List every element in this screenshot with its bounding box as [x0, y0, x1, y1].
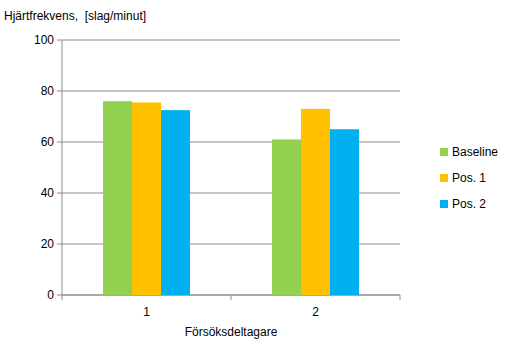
y-tick [57, 40, 62, 41]
y-tick [57, 193, 62, 194]
bar [272, 139, 301, 295]
y-tick-label: 40 [41, 186, 55, 200]
y-tick [57, 91, 62, 92]
x-tick [62, 295, 63, 300]
legend-label: Pos. 1 [452, 171, 486, 185]
bar [330, 129, 359, 295]
y-axis-title: Hjärtfrekvens, [slag/minut] [4, 9, 146, 23]
y-axis [62, 40, 63, 295]
x-tick-label: 1 [143, 305, 150, 319]
bar [132, 102, 161, 295]
chart: 0 20 40 60 80 100 1 2 Försöksdeltagare Hjärtfrekv… [0, 0, 527, 359]
grid-line [62, 91, 400, 92]
y-tick-label: 0 [47, 288, 54, 302]
y-tick-label: 100 [34, 33, 54, 47]
y-tick-label: 60 [41, 135, 55, 149]
legend-label: Pos. 2 [452, 197, 486, 211]
y-tick [57, 244, 62, 245]
y-tick-label: 20 [41, 237, 55, 251]
legend-swatch [440, 148, 448, 156]
x-tick [231, 295, 232, 300]
bar [103, 101, 132, 295]
legend-swatch [440, 200, 448, 208]
bars [103, 101, 359, 295]
y-tick [57, 142, 62, 143]
x-tick [400, 295, 401, 300]
bar [301, 109, 330, 295]
x-tick-label: 2 [312, 305, 319, 319]
bar [161, 110, 190, 295]
legend-label: Baseline [452, 145, 498, 159]
chart-root: 0 20 40 60 80 100 1 2 Försöksdeltagare Hjärtfrekv… [0, 0, 527, 359]
grid-line [62, 40, 400, 41]
x-axis-title: Försöksdeltagare [185, 325, 278, 339]
legend-swatch [440, 174, 448, 182]
y-tick-label: 80 [41, 84, 55, 98]
y-tick [57, 295, 62, 296]
